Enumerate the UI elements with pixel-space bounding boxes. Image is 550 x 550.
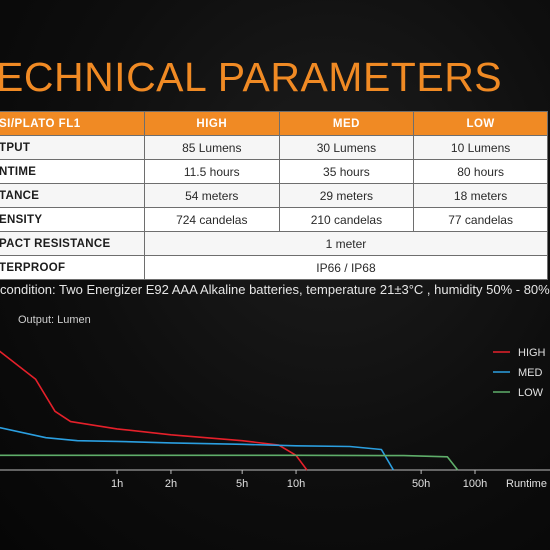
x-tick-label: 100h xyxy=(463,478,487,490)
table-row: TPUT 85 Lumens 30 Lumens 10 Lumens xyxy=(0,135,548,160)
series-line-med xyxy=(0,426,395,471)
legend-label-high: HIGH xyxy=(518,347,546,359)
page-title: ECHNICAL PARAMETERS xyxy=(0,54,503,100)
header-high: HIGH xyxy=(143,111,280,136)
cell-low: 77 candelas xyxy=(413,207,548,232)
row-label: TPUT xyxy=(0,135,145,160)
x-ticks: 1h 2h 5h 10h 50h 100h xyxy=(111,470,487,490)
x-tick-label: 50h xyxy=(412,478,430,490)
row-label: TERPROOF xyxy=(0,255,145,280)
legend-label-med: MED xyxy=(518,367,543,379)
series-line-high xyxy=(0,350,308,471)
x-tick-label: 10h xyxy=(287,478,305,490)
cell-med: 210 candelas xyxy=(278,207,415,232)
table-row: TERPROOF IP66 / IP68 xyxy=(0,255,549,280)
legend-label-low: LOW xyxy=(518,387,544,399)
cell-med: 35 hours xyxy=(278,159,415,184)
cell-high: 724 candelas xyxy=(143,207,280,232)
cell-low: 10 Lumens xyxy=(413,135,548,160)
table-row: PACT RESISTANCE 1 meter xyxy=(0,231,549,256)
cell-low: 80 hours xyxy=(413,159,548,184)
cell-high: 11.5 hours xyxy=(143,159,280,184)
cell-high: 54 meters xyxy=(143,183,280,208)
x-tick-label: 2h xyxy=(165,478,177,490)
cell-all-modes: 1 meter xyxy=(143,231,549,256)
table-row: NTIME 11.5 hours 35 hours 80 hours xyxy=(0,159,548,184)
row-label: NTIME xyxy=(0,159,145,184)
row-label: PACT RESISTANCE xyxy=(0,231,145,256)
y-axis-label: Output: Lumen xyxy=(18,314,91,326)
cell-all-modes: IP66 / IP68 xyxy=(143,255,549,280)
runtime-chart: Output: Lumen 1h 2h 5h 10h 50h 100h Runtime H… xyxy=(0,314,550,490)
table-row: TANCE 54 meters 29 meters 18 meters xyxy=(0,183,548,208)
x-tick-label: 5h xyxy=(236,478,248,490)
cell-high: 85 Lumens xyxy=(143,135,280,160)
cell-med: 29 meters xyxy=(278,183,415,208)
spec-table: SI/PLATO FL1 HIGH MED LOW TPUT 85 Lumens… xyxy=(0,111,549,280)
cell-low: 18 meters xyxy=(413,183,548,208)
row-label: TANCE xyxy=(0,183,145,208)
header-model: SI/PLATO FL1 xyxy=(0,111,145,136)
x-axis-label: Runtime xyxy=(506,478,547,490)
row-label: ENSITY xyxy=(0,207,145,232)
header-med: MED xyxy=(278,111,415,136)
test-condition-note: condition: Two Energizer E92 AAA Alkalin… xyxy=(0,282,550,297)
table-header-row: SI/PLATO FL1 HIGH MED LOW xyxy=(0,111,548,136)
legend: HIGH MED LOW xyxy=(493,347,546,399)
series-lines xyxy=(0,350,459,471)
cell-med: 30 Lumens xyxy=(278,135,415,160)
series-line-low xyxy=(0,454,459,471)
header-low: LOW xyxy=(413,111,548,136)
table-row: ENSITY 724 candelas 210 candelas 77 cand… xyxy=(0,207,548,232)
x-tick-label: 1h xyxy=(111,478,123,490)
